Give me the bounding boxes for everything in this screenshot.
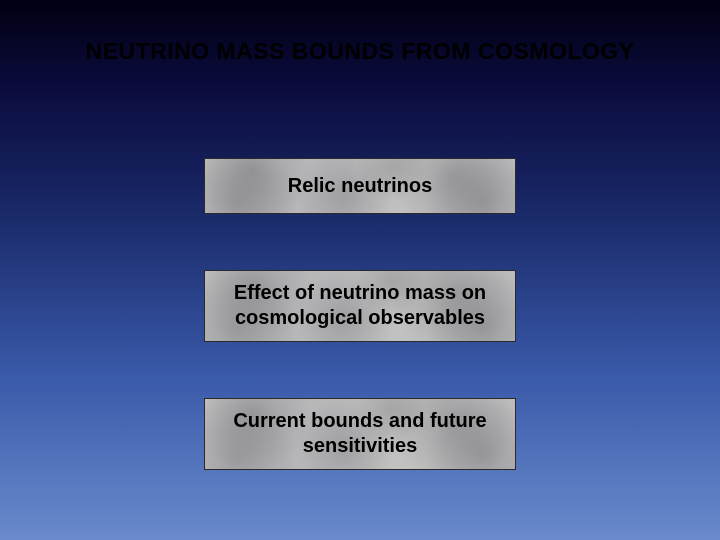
box-text: Effect of neutrino mass on cosmological … — [219, 281, 501, 331]
slide: NEUTRINO MASS BOUNDS FROM COSMOLOGY Reli… — [0, 0, 720, 540]
content-box-relic-neutrinos: Relic neutrinos — [204, 158, 516, 214]
box-text: Relic neutrinos — [288, 174, 432, 199]
content-box-effect-observables: Effect of neutrino mass on cosmological … — [204, 270, 516, 342]
content-box-bounds-sensitivities: Current bounds and future sensitivities — [204, 398, 516, 470]
box-text: Current bounds and future sensitivities — [219, 409, 501, 459]
slide-title: NEUTRINO MASS BOUNDS FROM COSMOLOGY — [50, 38, 670, 65]
